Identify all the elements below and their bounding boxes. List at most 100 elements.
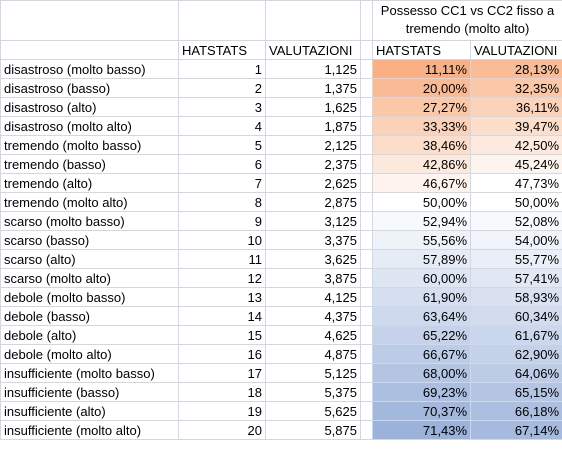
hatstats: 18 [178, 382, 266, 402]
row-label: tremendo (basso) [0, 154, 179, 174]
possesso-hatstats: 70,37% [372, 401, 471, 421]
possesso-hatstats: 66,67% [372, 344, 471, 364]
row-label: tremendo (alto) [0, 173, 179, 193]
row: scarso (basso) 10 3,375 55,56% 54,00% [0, 230, 562, 250]
row: debole (basso) 14 4,375 63,64% 60,34% [0, 306, 562, 326]
row: tremendo (alto) 7 2,625 46,67% 47,73% [0, 173, 562, 193]
row: scarso (molto basso) 9 3,125 52,94% 52,08% [0, 211, 562, 231]
row-label: insufficiente (molto alto) [0, 420, 179, 440]
hatstats: 1 [178, 59, 266, 79]
valutazioni: 4,875 [265, 344, 361, 364]
hatstats: 8 [178, 192, 266, 212]
row: insufficiente (alto) 19 5,625 70,37% 66,18% [0, 401, 562, 421]
valutazioni: 2,375 [265, 154, 361, 174]
hatstats: 6 [178, 154, 266, 174]
row-label: scarso (molto basso) [0, 211, 179, 231]
possesso-hatstats: 63,64% [372, 306, 471, 326]
row: insufficiente (molto basso) 17 5,125 68,00%… [0, 363, 562, 383]
hatstats: 17 [178, 363, 266, 383]
column-header: HATSTATS [372, 40, 471, 60]
possesso-hatstats: 55,56% [372, 230, 471, 250]
hatstats: 19 [178, 401, 266, 421]
row-label: debole (molto basso) [0, 287, 179, 307]
possesso-hatstats: 52,94% [372, 211, 471, 231]
row-label: tremendo (molto alto) [0, 192, 179, 212]
group-header: Possesso CC1 vs CC2 fisso a tremendo (mo… [372, 0, 562, 41]
row-label: insufficiente (basso) [0, 382, 179, 402]
possesso-valutazioni: 64,06% [470, 363, 562, 383]
valutazioni: 2,875 [265, 192, 361, 212]
valutazioni: 4,625 [265, 325, 361, 345]
possesso-valutazioni: 28,13% [470, 59, 562, 79]
possesso-valutazioni: 42,50% [470, 135, 562, 155]
possesso-hatstats: 46,67% [372, 173, 471, 193]
row-label: insufficiente (alto) [0, 401, 179, 421]
row: debole (alto) 15 4,625 65,22% 61,67% [0, 325, 562, 345]
possesso-hatstats: 11,11% [372, 59, 471, 79]
row: tremendo (molto alto) 8 2,875 50,00% 50,00% [0, 192, 562, 212]
row-label: tremendo (molto basso) [0, 135, 179, 155]
row-label: scarso (basso) [0, 230, 179, 250]
possesso-valutazioni: 50,00% [470, 192, 562, 212]
row-label: disastroso (molto basso) [0, 59, 179, 79]
valutazioni: 1,875 [265, 116, 361, 136]
valutazioni: 1,375 [265, 78, 361, 98]
valutazioni: 1,125 [265, 59, 361, 79]
possesso-valutazioni: 52,08% [470, 211, 562, 231]
possesso-hatstats: 50,00% [372, 192, 471, 212]
row: tremendo (molto basso) 5 2,125 38,46% 42,50% [0, 135, 562, 155]
valutazioni: 1,625 [265, 97, 361, 117]
possesso-valutazioni: 65,15% [470, 382, 562, 402]
possesso-valutazioni: 67,14% [470, 420, 562, 440]
row-label: debole (molto alto) [0, 344, 179, 364]
possesso-valutazioni: 62,90% [470, 344, 562, 364]
hatstats: 4 [178, 116, 266, 136]
possesso-valutazioni: 45,24% [470, 154, 562, 174]
row: debole (molto basso) 13 4,125 61,90% 58,93% [0, 287, 562, 307]
hatstats: 14 [178, 306, 266, 326]
hatstats: 13 [178, 287, 266, 307]
valutazioni: 5,875 [265, 420, 361, 440]
hatstats: 11 [178, 249, 266, 269]
valutazioni: 5,125 [265, 363, 361, 383]
valutazioni: 3,625 [265, 249, 361, 269]
possesso-hatstats: 69,23% [372, 382, 471, 402]
possesso-hatstats: 42,86% [372, 154, 471, 174]
hatstats: 16 [178, 344, 266, 364]
possesso-valutazioni: 54,00% [470, 230, 562, 250]
hatstats: 20 [178, 420, 266, 440]
possesso-hatstats: 71,43% [372, 420, 471, 440]
possesso-valutazioni: 55,77% [470, 249, 562, 269]
row: insufficiente (basso) 18 5,375 69,23% 65,15% [0, 382, 562, 402]
row-label: insufficiente (molto basso) [0, 363, 179, 383]
possesso-hatstats: 20,00% [372, 78, 471, 98]
row: insufficiente (molto alto) 20 5,875 71,43% 6… [0, 420, 562, 440]
column-header: HATSTATS [178, 40, 266, 60]
possesso-valutazioni: 58,93% [470, 287, 562, 307]
row: debole (molto alto) 16 4,875 66,67% 62,90% [0, 344, 562, 364]
valutazioni: 2,125 [265, 135, 361, 155]
row: scarso (molto alto) 12 3,875 60,00% 57,41% [0, 268, 562, 288]
possesso-hatstats: 65,22% [372, 325, 471, 345]
column-header: VALUTAZIONI [470, 40, 562, 60]
row-label: disastroso (basso) [0, 78, 179, 98]
column-header: VALUTAZIONI [265, 40, 361, 60]
valutazioni: 3,375 [265, 230, 361, 250]
possesso-valutazioni: 60,34% [470, 306, 562, 326]
possesso-valutazioni: 47,73% [470, 173, 562, 193]
possesso-hatstats: 68,00% [372, 363, 471, 383]
hatstats: 10 [178, 230, 266, 250]
possesso-hatstats: 61,90% [372, 287, 471, 307]
row-label: debole (basso) [0, 306, 179, 326]
hatstats: 7 [178, 173, 266, 193]
row: disastroso (alto) 3 1,625 27,27% 36,11% [0, 97, 562, 117]
valutazioni: 3,875 [265, 268, 361, 288]
possesso-valutazioni: 61,67% [470, 325, 562, 345]
row-label: scarso (alto) [0, 249, 179, 269]
row-label: scarso (molto alto) [0, 268, 179, 288]
table: Possesso CC1 vs CC2 fisso a tremendo (mo… [0, 0, 562, 440]
valutazioni: 4,125 [265, 287, 361, 307]
hatstats: 5 [178, 135, 266, 155]
hatstats: 12 [178, 268, 266, 288]
